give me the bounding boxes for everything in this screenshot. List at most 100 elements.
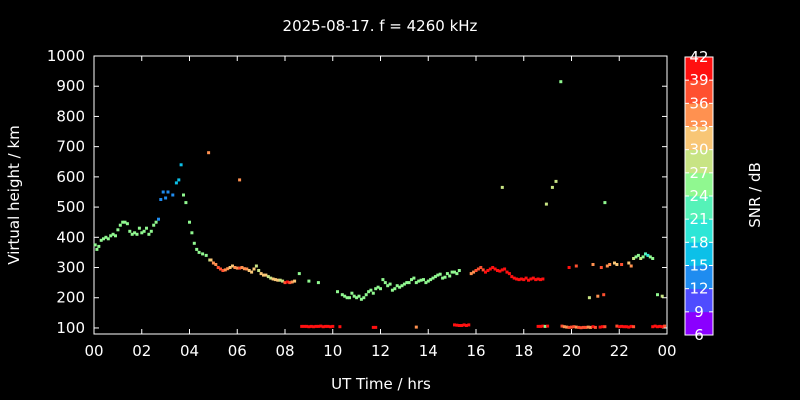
data-point <box>348 296 351 300</box>
data-point <box>539 324 542 328</box>
data-point <box>116 228 120 232</box>
data-point <box>245 267 249 271</box>
colorbar-tick-label: 9 <box>694 303 704 321</box>
data-point <box>104 235 108 239</box>
data-point <box>484 270 487 274</box>
data-point <box>130 232 134 236</box>
data-point <box>137 226 141 230</box>
data-point <box>121 220 125 224</box>
data-point <box>493 267 497 271</box>
y-tick-label: 200 <box>56 289 85 307</box>
data-point <box>324 324 328 328</box>
colorbar-tick-label: 15 <box>689 257 708 275</box>
data-point <box>591 325 595 329</box>
data-point <box>102 237 105 241</box>
data-point <box>572 325 576 329</box>
data-point <box>290 280 294 284</box>
data-point <box>417 279 421 283</box>
colorbar-segment <box>685 80 713 104</box>
data-point <box>276 278 280 282</box>
data-point <box>188 220 191 224</box>
data-point <box>242 267 246 271</box>
data-point <box>195 247 199 251</box>
data-point <box>574 264 578 268</box>
data-point <box>271 277 275 281</box>
data-point <box>602 293 606 297</box>
data-point <box>93 243 97 247</box>
data-point <box>536 324 540 328</box>
data-point <box>145 226 148 230</box>
colorbar-tick-label: 33 <box>689 118 708 136</box>
data-point <box>288 281 292 285</box>
data-point <box>486 269 490 272</box>
data-point <box>140 231 144 235</box>
data-point <box>414 281 418 285</box>
data-point <box>544 202 548 206</box>
data-point <box>336 290 339 294</box>
data-point <box>603 201 607 205</box>
data-point <box>507 272 511 276</box>
data-point <box>560 324 564 328</box>
data-point <box>656 325 659 329</box>
data-point <box>154 220 158 224</box>
data-point <box>228 266 232 269</box>
x-tick-label: 10 <box>323 342 342 360</box>
data-point <box>95 247 99 251</box>
data-point <box>584 325 588 329</box>
data-point <box>422 278 425 282</box>
data-point <box>388 282 392 286</box>
colorbar-tick-label: 39 <box>689 71 708 89</box>
data-point <box>414 325 418 329</box>
data-point <box>305 324 308 328</box>
data-point <box>613 261 616 265</box>
data-point <box>235 266 239 270</box>
data-point <box>648 255 652 259</box>
colorbar-segment <box>685 103 713 127</box>
data-point <box>152 223 156 227</box>
data-point <box>593 325 597 329</box>
data-point <box>319 324 323 328</box>
data-point <box>534 278 538 282</box>
data-point <box>524 276 528 280</box>
data-point <box>488 267 492 271</box>
colorbar-tick-label: 30 <box>689 141 708 159</box>
data-point <box>577 325 581 329</box>
data-point <box>543 324 547 328</box>
colorbar-tick-label: 36 <box>689 94 708 112</box>
data-point <box>570 325 573 329</box>
data-point <box>591 263 595 266</box>
colorbar-segment <box>685 196 713 220</box>
data-point <box>395 284 399 288</box>
data-point <box>546 324 550 328</box>
colorbar-segment <box>685 242 713 266</box>
data-point <box>519 277 523 281</box>
data-point <box>250 270 254 274</box>
data-point <box>135 232 139 236</box>
data-point <box>567 266 571 269</box>
data-point <box>204 253 208 257</box>
data-point <box>651 257 655 260</box>
y-tick-label: 800 <box>56 107 85 125</box>
data-point <box>259 272 263 276</box>
data-point <box>182 193 185 197</box>
colorbar-tick-label: 24 <box>689 187 708 205</box>
data-point <box>233 266 237 269</box>
data-point <box>393 287 397 291</box>
data-point <box>467 323 471 327</box>
y-tick-label: 1000 <box>47 47 85 65</box>
data-point <box>419 278 423 282</box>
data-point <box>216 266 220 269</box>
colorbar-segment <box>685 126 713 150</box>
data-point <box>359 297 363 301</box>
data-point <box>371 325 375 329</box>
data-point <box>285 280 289 284</box>
x-tick-label: 00 <box>657 342 676 360</box>
data-point <box>539 278 542 282</box>
data-point <box>629 324 633 328</box>
data-point <box>307 325 311 329</box>
colorbar-segment <box>685 288 713 313</box>
data-point <box>379 287 382 291</box>
data-point <box>601 325 604 329</box>
data-point <box>190 231 194 235</box>
data-point <box>596 294 600 298</box>
